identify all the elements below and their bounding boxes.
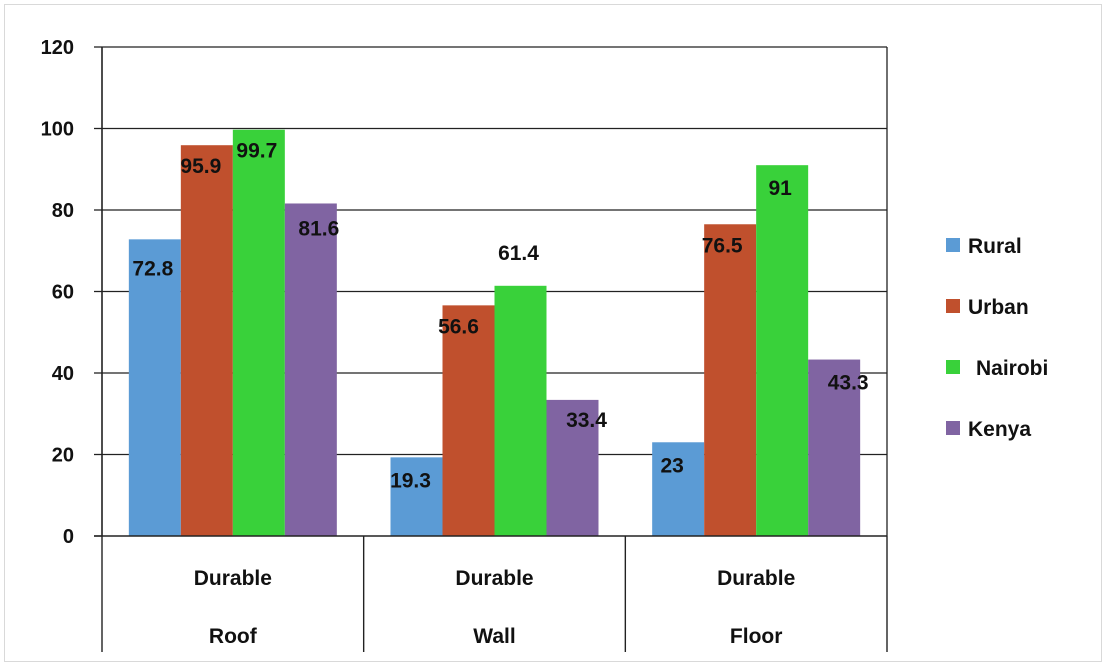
data-label: 56.6 <box>438 315 479 338</box>
legend-label-nairobi: Nairobi <box>976 357 1048 380</box>
x-category-label: Durable <box>455 567 533 590</box>
y-tick-label: 60 <box>52 282 74 304</box>
y-tick-label: 0 <box>63 526 74 548</box>
x-category-label: Wall <box>473 625 515 648</box>
bar-nairobi <box>494 285 547 536</box>
bar-kenya <box>546 399 599 536</box>
y-tick-label: 100 <box>41 119 74 141</box>
bar-rural <box>390 457 443 536</box>
data-label: 99.7 <box>236 140 277 163</box>
bar-nairobi <box>232 129 285 536</box>
data-label: 76.5 <box>702 234 743 257</box>
legend-label-rural: Rural <box>968 235 1022 258</box>
data-label: 91 <box>768 177 792 200</box>
data-label: 61.4 <box>498 242 539 265</box>
y-tick-label: 40 <box>52 363 74 385</box>
bar-urban <box>442 305 495 536</box>
y-tick-label: 80 <box>52 200 74 222</box>
bars <box>128 129 861 537</box>
bar-urban <box>704 224 757 536</box>
x-category-label: Roof <box>209 625 258 648</box>
legend-swatch-nairobi <box>946 360 960 374</box>
x-category-label: Durable <box>194 567 272 590</box>
data-label: 43.3 <box>828 372 869 395</box>
bar-rural <box>652 442 705 536</box>
data-labels: 72.8 95.9 99.7 81.6 19.3 56.6 61.4 33.4 23 76.5 91… <box>132 140 868 493</box>
y-tick-label: 120 <box>41 37 74 59</box>
legend: Rural Urban Nairobi Kenya <box>946 235 1048 441</box>
chart-frame <box>4 4 1102 662</box>
legend-swatch-kenya <box>946 421 960 435</box>
legend-swatch-urban <box>946 299 960 313</box>
legend-swatch-rural <box>946 238 960 252</box>
legend-label-kenya: Kenya <box>968 418 1031 441</box>
legend-label-urban: Urban <box>968 296 1029 319</box>
data-label: 23 <box>660 454 683 477</box>
bar-urban <box>180 145 233 536</box>
data-label: 72.8 <box>132 257 173 280</box>
data-label: 19.3 <box>390 469 431 492</box>
data-label: 81.6 <box>298 217 339 240</box>
data-label: 33.4 <box>566 409 607 432</box>
data-label: 95.9 <box>180 155 221 178</box>
x-category-label: Floor <box>730 625 783 648</box>
y-tick-label: 20 <box>52 445 74 467</box>
bar-nairobi <box>756 165 809 537</box>
x-category-label: Durable <box>717 567 795 590</box>
bar-kenya <box>284 203 337 537</box>
axes: 0 20 40 60 80 100 120 Durable Roof Durable Wall Dur… <box>41 37 888 652</box>
bar-rural <box>128 239 181 536</box>
bar-kenya <box>808 359 861 536</box>
